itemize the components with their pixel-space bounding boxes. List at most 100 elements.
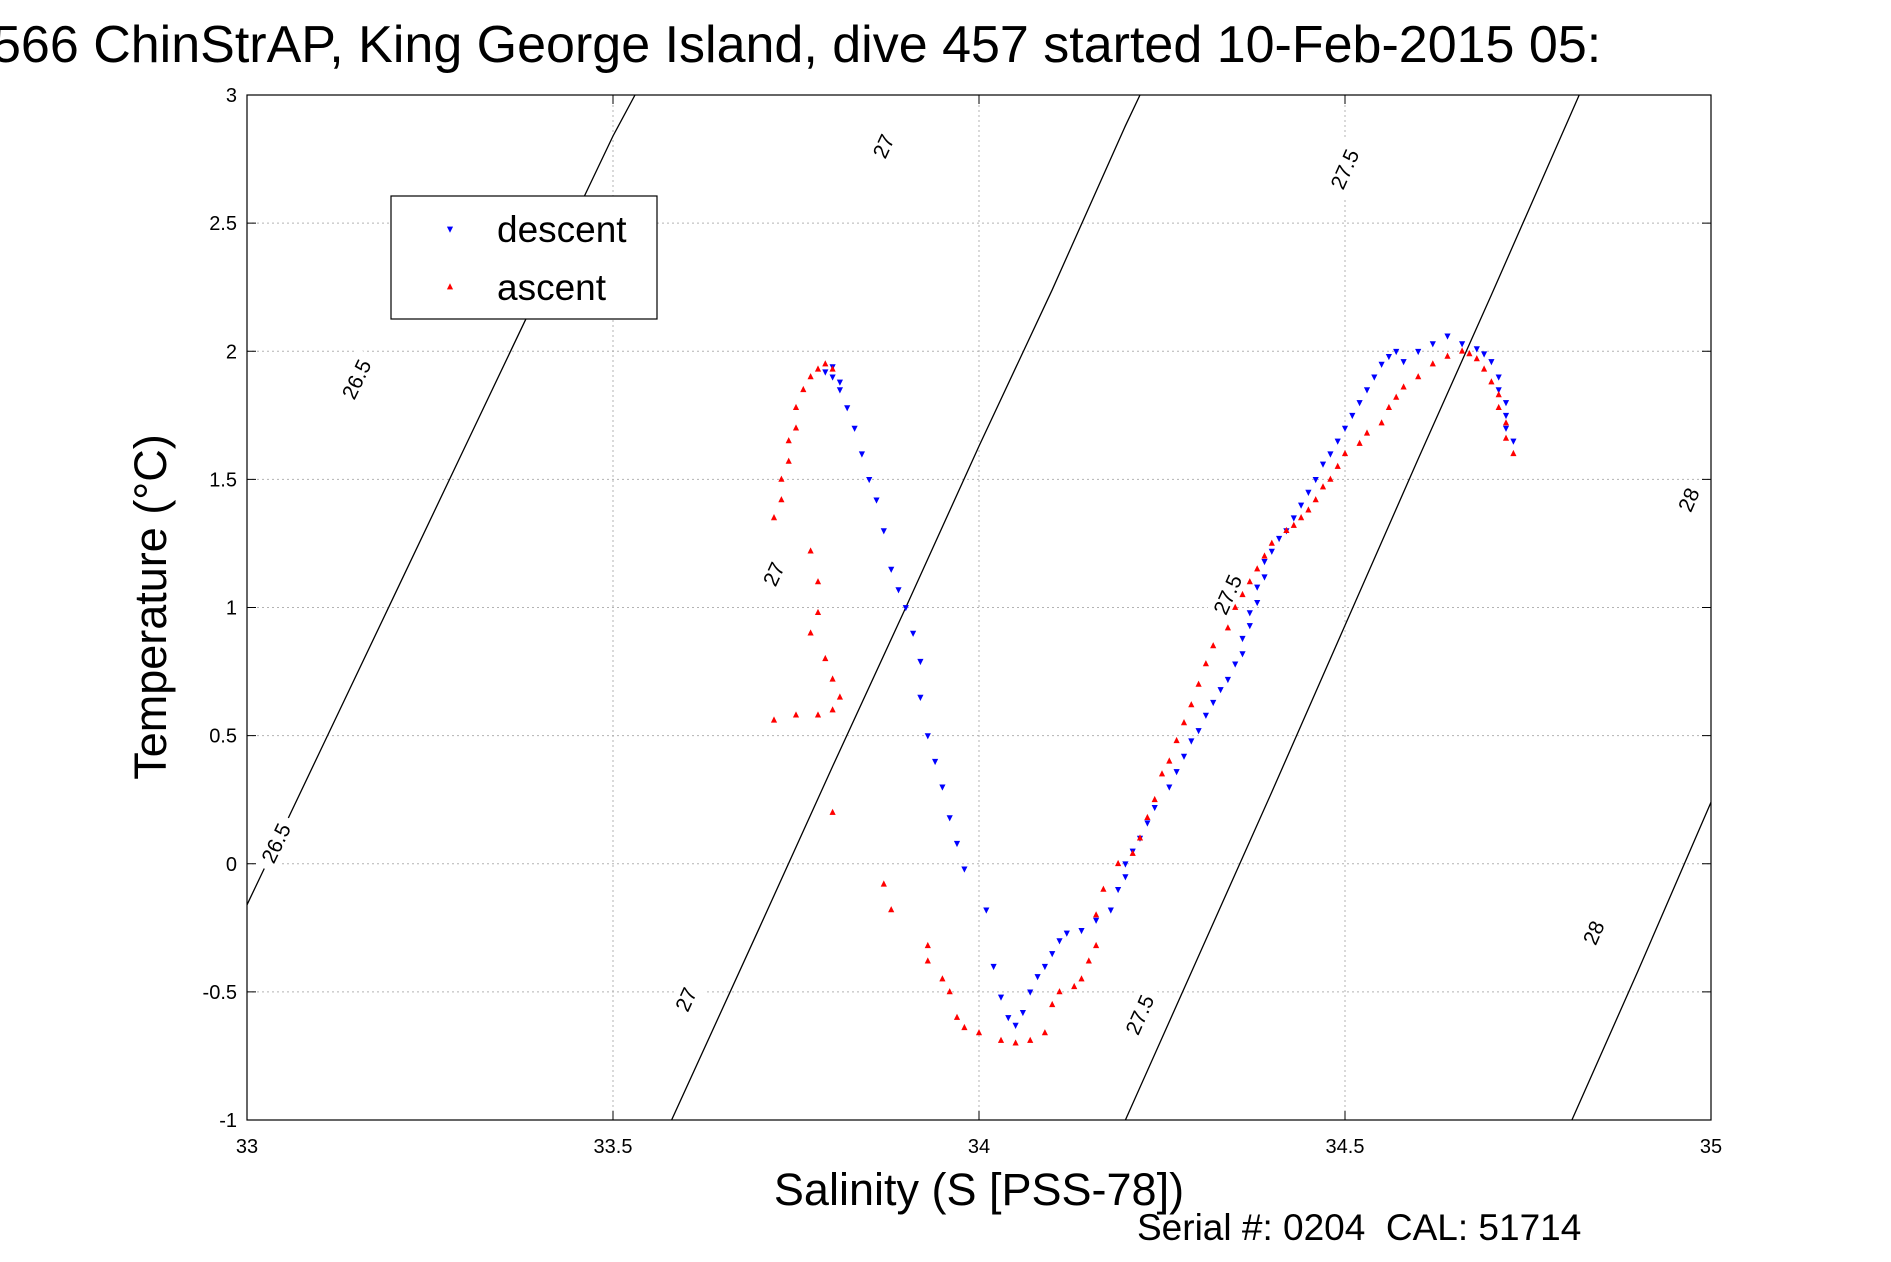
- descent-point: [1166, 784, 1173, 791]
- descent-point: [1400, 359, 1407, 366]
- descent-point: [1224, 676, 1231, 684]
- descent-point: [888, 566, 895, 573]
- axis-ticks: 33 33.5 34 34.5 35 -1 -0.5 0 0.5 1 1.5 2 2.5 3: [203, 85, 1723, 1158]
- isopycnal-line: [1124, 95, 1580, 1120]
- ascent-point: [939, 975, 946, 982]
- ascent-point: [1254, 565, 1261, 572]
- descent-point: [910, 630, 917, 637]
- ascent-point: [814, 711, 822, 718]
- descent-point: [946, 815, 953, 822]
- ascent-point: [1188, 701, 1195, 708]
- descent-point: [1254, 599, 1261, 607]
- isopycnal-label: 27.5: [1116, 984, 1164, 1046]
- descent-point: [1041, 963, 1048, 971]
- ascent-point: [953, 1013, 961, 1020]
- ascent-point: [924, 957, 931, 964]
- ascent-point: [1495, 403, 1502, 411]
- descent-point: [1429, 341, 1436, 348]
- descent-point: [1385, 353, 1392, 361]
- descent-point: [1261, 574, 1268, 581]
- descent-point: [1210, 699, 1217, 707]
- descent-point: [836, 379, 843, 386]
- ascent-point: [1305, 506, 1312, 513]
- descent-point: [1122, 861, 1129, 868]
- ascent-point: [1283, 526, 1290, 534]
- descent-point: [1371, 374, 1378, 381]
- ascent-point: [1115, 859, 1122, 867]
- ascent-point: [829, 706, 836, 713]
- descent-point: [1341, 425, 1349, 432]
- isopycnal-label: 26.5: [332, 348, 381, 411]
- isopycnal-line: [1571, 800, 1711, 1120]
- isopycnal-label: 28: [1670, 480, 1708, 520]
- descent-point: [917, 694, 924, 701]
- ascent-point: [1510, 449, 1517, 457]
- descent-point: [1188, 738, 1195, 745]
- isopycnal-label: 28: [1575, 913, 1613, 953]
- ascent-point: [1429, 360, 1436, 367]
- y-tick-label: -0.5: [203, 982, 237, 1004]
- x-tick-label: 34: [968, 1136, 990, 1158]
- descent-point: [1232, 661, 1239, 668]
- descent-point: [1488, 359, 1495, 366]
- descent-point: [1217, 687, 1224, 694]
- ascent-point: [1495, 391, 1502, 398]
- ascent-point: [807, 373, 814, 380]
- descent-point: [1268, 548, 1275, 555]
- x-tick-label: 33: [236, 1136, 258, 1158]
- descent-point: [1056, 938, 1063, 945]
- ascent-point: [1136, 834, 1144, 841]
- ascent-point: [829, 675, 836, 682]
- descent-point: [1078, 927, 1085, 935]
- descent-point: [983, 907, 990, 914]
- ascent-point: [1502, 434, 1510, 441]
- ascent-point: [770, 514, 778, 521]
- descent-point: [1415, 348, 1422, 356]
- descent-point: [1115, 886, 1122, 894]
- ascent-point: [1027, 1036, 1034, 1043]
- descent-point: [961, 866, 968, 873]
- ascent-point: [778, 496, 785, 503]
- ascent-point: [1166, 757, 1173, 764]
- ascent-point: [1195, 680, 1202, 687]
- ascent-point: [822, 360, 829, 367]
- ascent-point: [1246, 578, 1253, 585]
- ascent-point: [1481, 365, 1488, 372]
- legend-label-ascent: ascent: [497, 267, 607, 308]
- ascent-point: [1144, 813, 1151, 821]
- ascent-point: [1378, 419, 1385, 426]
- y-tick-label: 3: [226, 85, 237, 107]
- ascent-point: [1327, 475, 1334, 482]
- ascent-point: [1473, 355, 1480, 362]
- y-tick-label: 0: [226, 854, 237, 876]
- ascent-point: [1151, 795, 1158, 803]
- isopycnal-label: 27.5: [1321, 138, 1369, 201]
- y-tick-label: 1.5: [209, 469, 237, 491]
- ascent-point: [778, 475, 785, 482]
- descent-point: [1049, 951, 1056, 958]
- ascent-point: [888, 906, 895, 913]
- descent-point: [873, 497, 880, 504]
- descent-point: [1012, 1022, 1019, 1029]
- descent-point: [1510, 438, 1517, 445]
- isopycnal-line: [247, 95, 636, 906]
- ascent-point: [1093, 911, 1100, 918]
- ascent-point: [807, 629, 814, 636]
- series-descent: [822, 333, 1517, 1029]
- y-tick-label: 2.5: [209, 213, 237, 235]
- ascent-point: [1100, 885, 1107, 892]
- ascent-point: [1385, 403, 1392, 411]
- descent-point: [1151, 804, 1158, 812]
- descent-point: [1246, 623, 1253, 630]
- ascent-point: [1078, 975, 1085, 982]
- ascent-point: [924, 941, 931, 949]
- isopycnal-label: 27: [755, 554, 793, 595]
- descent-point: [1107, 907, 1114, 914]
- descent-point: [1034, 974, 1041, 981]
- descent-point: [1019, 1009, 1026, 1017]
- descent-point: [822, 369, 829, 376]
- chart-title: 566 ChinStrAP, King George Island, dive …: [0, 16, 1601, 74]
- legend: descent ascent: [390, 195, 658, 320]
- descent-point: [1502, 412, 1510, 420]
- descent-point: [1378, 361, 1385, 368]
